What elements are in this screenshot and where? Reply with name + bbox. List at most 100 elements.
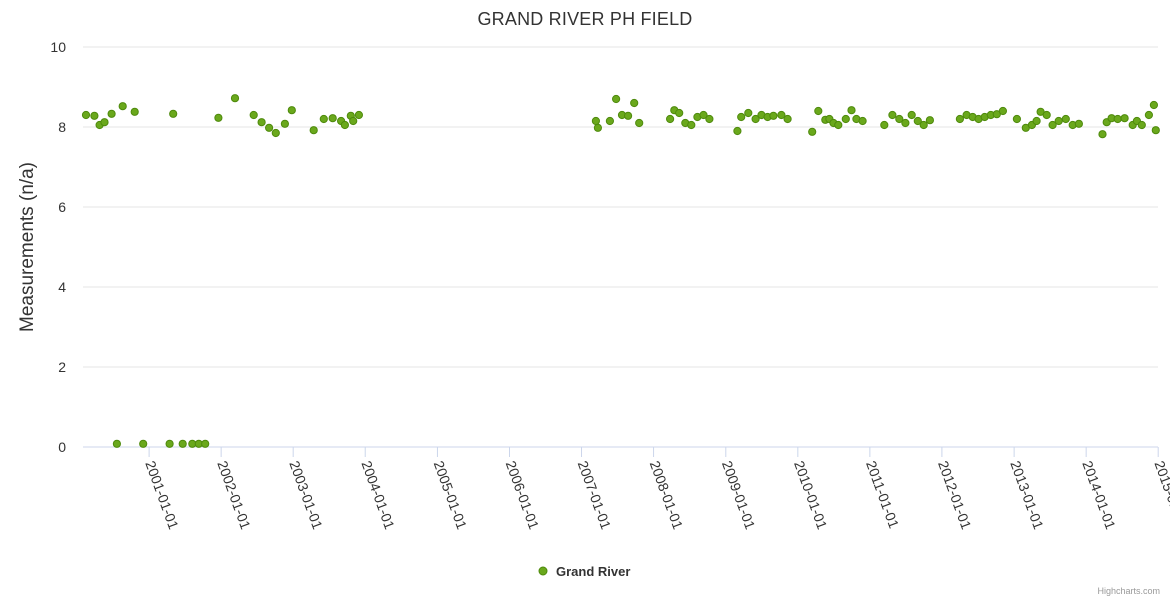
data-point[interactable] bbox=[733, 126, 742, 136]
data-point[interactable] bbox=[1137, 120, 1146, 130]
x-tick-label: 2014-01-01 bbox=[1079, 459, 1119, 532]
x-tick-label: 2008-01-01 bbox=[647, 459, 687, 532]
x-tick-label: 2001-01-01 bbox=[142, 459, 182, 532]
x-axis-ticks: 2001-01-01 2002-01-01 2003-01-01 2004-01-01… bbox=[142, 447, 1170, 532]
data-point[interactable] bbox=[1042, 110, 1051, 120]
data-point[interactable] bbox=[907, 110, 916, 120]
data-point[interactable] bbox=[1048, 120, 1057, 130]
data-point[interactable] bbox=[834, 120, 843, 130]
data-point[interactable] bbox=[888, 110, 897, 120]
x-tick-label: 2011-01-01 bbox=[863, 459, 902, 531]
data-point[interactable] bbox=[107, 109, 116, 118]
data-point[interactable] bbox=[328, 114, 337, 123]
data-point[interactable] bbox=[814, 106, 823, 116]
x-tick-label: 2007-01-01 bbox=[575, 459, 615, 532]
data-point[interactable] bbox=[777, 110, 786, 120]
data-point[interactable] bbox=[165, 439, 174, 448]
data-point[interactable] bbox=[354, 110, 363, 120]
data-point[interactable] bbox=[635, 118, 644, 128]
data-point[interactable] bbox=[309, 126, 318, 135]
data-point[interactable] bbox=[201, 439, 210, 448]
data-point[interactable] bbox=[1151, 126, 1160, 135]
data-point[interactable] bbox=[100, 118, 109, 127]
grid-lines bbox=[83, 46, 1158, 448]
data-point[interactable] bbox=[139, 439, 148, 448]
data-point[interactable] bbox=[666, 114, 675, 124]
y-axis-label: Measurements (n/a) bbox=[17, 162, 38, 332]
x-tick-label: 2005-01-01 bbox=[431, 459, 471, 532]
data-point[interactable] bbox=[751, 114, 760, 124]
data-point[interactable] bbox=[624, 111, 633, 120]
data-point[interactable] bbox=[998, 106, 1008, 116]
data-point[interactable] bbox=[257, 118, 266, 127]
data-point[interactable] bbox=[1061, 114, 1070, 124]
y-tick-label: 10 bbox=[50, 39, 66, 55]
credits-link[interactable]: Highcharts.com bbox=[1097, 586, 1160, 596]
data-point[interactable] bbox=[1032, 116, 1041, 126]
data-point[interactable] bbox=[90, 111, 99, 120]
data-point[interactable] bbox=[737, 112, 746, 122]
data-point[interactable] bbox=[130, 107, 139, 116]
data-point[interactable] bbox=[230, 94, 240, 103]
data-point[interactable] bbox=[1149, 100, 1159, 110]
data-point[interactable] bbox=[1012, 114, 1022, 124]
data-point[interactable] bbox=[1098, 130, 1107, 139]
x-tick-label: 2009-01-01 bbox=[719, 459, 759, 532]
legend[interactable]: Grand River bbox=[538, 564, 630, 579]
y-axis-ticks: 0 2 4 6 8 10 bbox=[50, 39, 66, 455]
data-point[interactable] bbox=[901, 118, 910, 128]
x-tick-label: 2002-01-01 bbox=[214, 459, 254, 532]
data-point[interactable] bbox=[249, 110, 258, 120]
data-point[interactable] bbox=[169, 109, 178, 118]
data-point[interactable] bbox=[81, 110, 91, 120]
data-point[interactable] bbox=[605, 116, 615, 126]
data-point[interactable] bbox=[841, 114, 850, 124]
data-point[interactable] bbox=[783, 114, 792, 124]
data-point[interactable] bbox=[340, 120, 349, 130]
data-point[interactable] bbox=[271, 128, 280, 138]
y-tick-label: 0 bbox=[58, 439, 66, 455]
data-point[interactable] bbox=[925, 116, 935, 125]
data-point[interactable] bbox=[1074, 119, 1084, 128]
data-point[interactable] bbox=[118, 102, 127, 111]
data-point[interactable] bbox=[705, 114, 714, 124]
data-point[interactable] bbox=[612, 94, 621, 104]
chart-title: GRAND RIVER PH FIELD bbox=[477, 9, 692, 29]
x-tick-label: 2013-01-01 bbox=[1007, 459, 1047, 532]
x-tick-label: 2015-01-01 bbox=[1151, 459, 1170, 532]
data-point[interactable] bbox=[280, 119, 289, 128]
data-point[interactable] bbox=[1120, 114, 1129, 123]
data-point[interactable] bbox=[1113, 114, 1122, 124]
data-point[interactable] bbox=[858, 116, 867, 126]
data-point[interactable] bbox=[112, 439, 122, 448]
data-point[interactable] bbox=[699, 110, 708, 120]
data-point[interactable] bbox=[744, 108, 753, 118]
data-point[interactable] bbox=[630, 98, 639, 108]
data-point[interactable] bbox=[847, 106, 856, 115]
data-point[interactable] bbox=[349, 116, 358, 126]
data-point[interactable] bbox=[955, 114, 965, 124]
data-point[interactable] bbox=[913, 116, 922, 126]
x-tick-label: 2006-01-01 bbox=[503, 459, 543, 532]
data-point[interactable] bbox=[880, 120, 889, 130]
data-point[interactable] bbox=[808, 127, 817, 136]
data-point[interactable] bbox=[265, 123, 274, 132]
data-point[interactable] bbox=[895, 114, 904, 124]
x-tick-label: 2012-01-01 bbox=[935, 459, 975, 532]
data-point[interactable] bbox=[919, 120, 928, 130]
x-tick-label: 2010-01-01 bbox=[791, 459, 831, 532]
data-point[interactable] bbox=[591, 116, 601, 126]
data-point[interactable] bbox=[214, 113, 223, 122]
data-point[interactable] bbox=[593, 123, 603, 132]
data-point[interactable] bbox=[287, 106, 296, 115]
data-point[interactable] bbox=[178, 439, 187, 448]
data-point[interactable] bbox=[687, 120, 696, 130]
series-points bbox=[81, 94, 1160, 448]
data-point[interactable] bbox=[675, 108, 684, 118]
data-point[interactable] bbox=[1054, 116, 1063, 126]
data-point[interactable] bbox=[1144, 110, 1154, 120]
data-point[interactable] bbox=[769, 111, 778, 120]
data-point[interactable] bbox=[319, 114, 328, 124]
legend-label-grand-river[interactable]: Grand River bbox=[556, 564, 630, 579]
